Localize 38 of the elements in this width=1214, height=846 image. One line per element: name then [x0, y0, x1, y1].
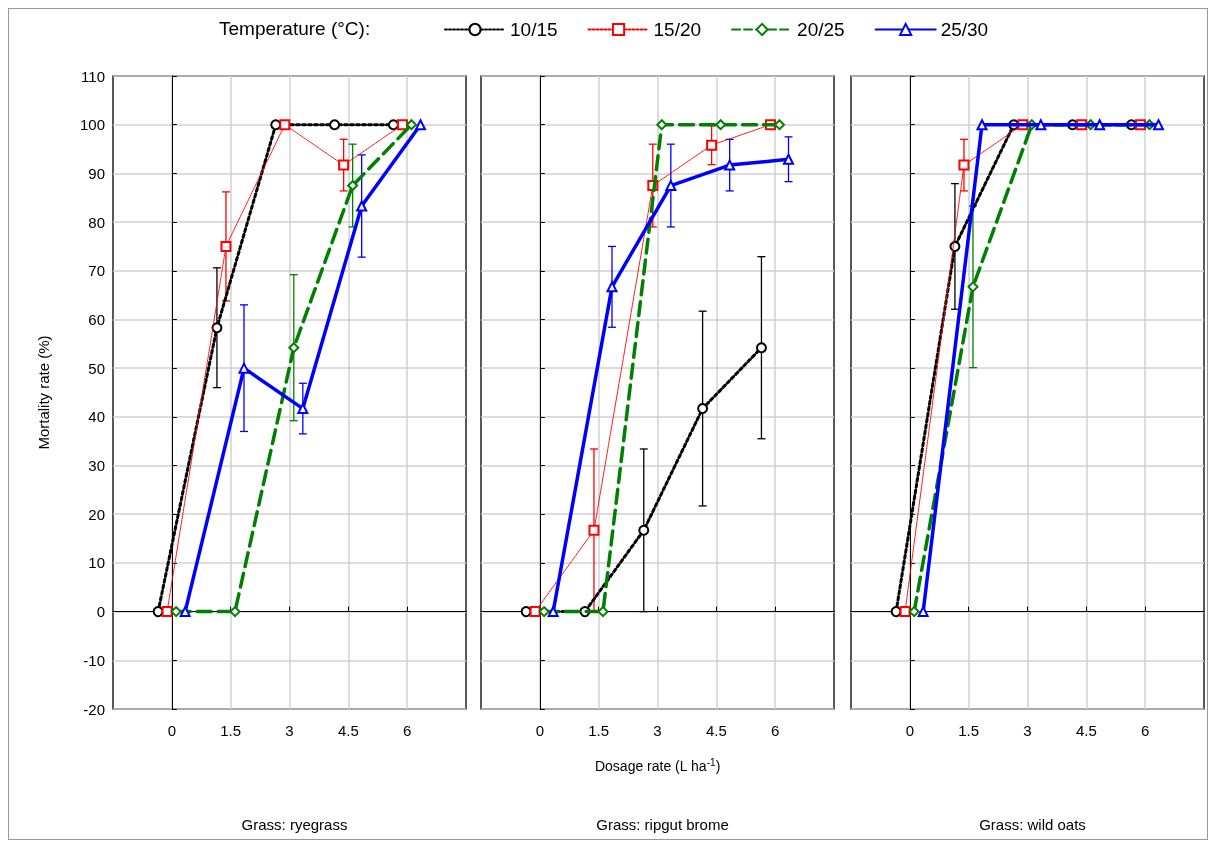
x-tick-label: 1.5: [588, 722, 610, 739]
x-tick-label: 4.5: [1075, 722, 1097, 739]
y-tick-label: -10: [83, 651, 105, 669]
x-tick-label: 3: [1023, 722, 1032, 739]
x-tick-label: 6: [770, 722, 780, 739]
y-tick-label: 20: [88, 505, 105, 523]
x-tick-label: 0: [167, 722, 177, 739]
y-tick-label: -20: [83, 700, 105, 718]
text: Grass: wild oats: [979, 816, 1086, 833]
legend-label: 10/15: [510, 19, 558, 40]
x-tick-label: 4.5: [337, 722, 359, 739]
legend-label: 25/30: [940, 19, 989, 40]
x-tick-label: 4.5: [705, 722, 727, 739]
y-axis-title: Mortality rate (%): [35, 335, 52, 450]
y-tick-label: 90: [88, 164, 105, 182]
y-tick-label: 70: [88, 262, 105, 280]
text: Grass: ripgut brome: [596, 816, 729, 833]
y-tick-label: 40: [88, 408, 105, 426]
x-tick-label: 3: [285, 722, 294, 739]
x-tick-label: 3: [653, 722, 662, 739]
x-tick-label: 6: [1140, 722, 1150, 739]
x-tick-label: 1.5: [958, 722, 980, 739]
x-tick-label: 6: [402, 722, 412, 739]
text: Grass: ryegrass: [241, 816, 348, 833]
y-tick-label: 0: [96, 603, 105, 621]
legend-title: Temperature (°C):: [219, 18, 371, 39]
y-tick-label: 50: [88, 359, 105, 377]
y-tick-label: 80: [88, 213, 105, 231]
x-tick-label: 0: [905, 722, 915, 739]
y-tick-label: 100: [79, 116, 105, 134]
x-tick-label: 0: [535, 722, 545, 739]
y-tick-label: 60: [88, 310, 105, 328]
legend-label: 20/25: [797, 19, 845, 40]
y-tick-label: 30: [88, 457, 105, 475]
y-tick-label: 110: [81, 67, 105, 85]
x-tick-label: 1.5: [220, 722, 242, 739]
y-tick-label: 10: [88, 554, 105, 572]
legend-label: 15/20: [653, 19, 702, 40]
